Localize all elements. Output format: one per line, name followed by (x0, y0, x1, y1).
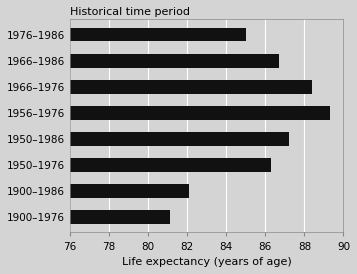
Bar (70, 158, 271, 172)
Bar (70, 184, 189, 198)
Bar (70, 210, 170, 224)
Text: Historical time period: Historical time period (70, 7, 190, 17)
X-axis label: Life expectancy (years of age): Life expectancy (years of age) (122, 257, 292, 267)
Bar (70, 28, 246, 41)
Bar (70, 80, 312, 93)
Bar (70, 54, 279, 67)
Bar (70, 132, 289, 145)
Bar (70, 106, 330, 119)
